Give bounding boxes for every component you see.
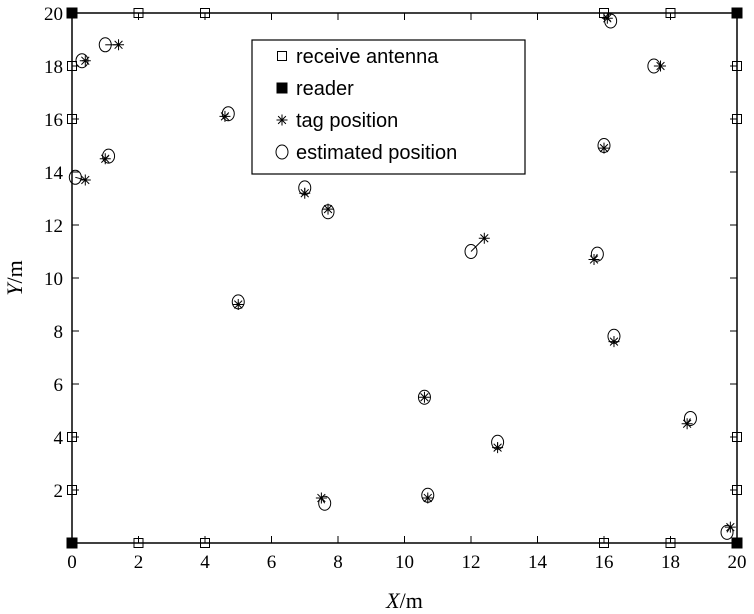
circle-open-point [720, 524, 734, 540]
x-tick-label: 2 [134, 552, 144, 573]
circle-open-point [647, 58, 661, 74]
legend-label: reader [296, 78, 354, 100]
x-tick-label: 20 [728, 552, 747, 573]
circle-open-point [607, 328, 621, 344]
x-tick-label: 12 [462, 552, 481, 573]
circle-open-point [75, 53, 89, 69]
y-tick-label: 10 [44, 269, 63, 290]
asterisk-point [422, 492, 434, 504]
y-axis-label: Y/m [2, 260, 27, 295]
x-axis-unit: /m [400, 588, 423, 613]
x-tick-label: 16 [595, 552, 614, 573]
axis-ticks: 0 2 4 6 8 10 12 14 16 18 20 2 4 6 8 10 12 14 16 18 20 [44, 4, 747, 573]
asterisk-point [655, 60, 667, 72]
x-tick-label: 10 [395, 552, 414, 573]
asterisk-point [79, 55, 91, 67]
circle-open-point [221, 106, 235, 122]
legend-marker [276, 82, 288, 94]
asterisk-point [418, 391, 430, 403]
legend-marker [277, 51, 287, 61]
y-tick-label: 6 [54, 375, 64, 396]
circle-open-point [417, 389, 431, 405]
y-tick-label: 12 [44, 216, 63, 237]
y-tick-label: 14 [44, 163, 64, 184]
circle-open-point [604, 13, 618, 29]
asterisk-point [232, 299, 244, 310]
circle-open-point [68, 169, 82, 185]
asterisk-point [492, 442, 504, 454]
asterisk-point [299, 187, 311, 199]
y-tick-label: 20 [44, 4, 63, 25]
circle-open-point [597, 138, 611, 153]
asterisk-point [322, 203, 334, 215]
circle-open-point [98, 37, 112, 53]
y-axis-var: Y [2, 281, 27, 296]
y-axis-unit: /m [2, 260, 27, 283]
x-tick-label: 4 [200, 552, 210, 573]
y-tick-label: 4 [54, 428, 64, 449]
asterisk-point [79, 174, 91, 186]
x-axis-var: X [385, 588, 401, 613]
y-tick-label: 16 [44, 110, 63, 131]
legend-marker [276, 114, 288, 126]
circle-open-point [298, 180, 312, 196]
asterisk-point [608, 336, 620, 348]
legend-label: tag position [296, 110, 398, 132]
series-circle-open [68, 13, 734, 540]
legend-label: receive antenna [296, 46, 439, 68]
y-tick-label: 2 [54, 481, 64, 502]
asterisk-point [478, 232, 490, 244]
circle-open-point [590, 246, 604, 262]
circle-open-point [231, 294, 245, 310]
circle-open-point [683, 410, 697, 426]
x-tick-label: 0 [67, 552, 77, 573]
circle-open-point [464, 244, 478, 259]
x-tick-label: 8 [333, 552, 343, 573]
asterisk-point [601, 12, 613, 24]
legend-box [251, 39, 526, 175]
legend-marker [275, 144, 289, 160]
y-tick-label: 18 [44, 57, 63, 78]
legend-label: estimated position [296, 142, 457, 164]
x-tick-label: 18 [661, 552, 680, 573]
asterisk-point [99, 153, 111, 165]
asterisk-point [598, 142, 610, 154]
asterisk-point [219, 110, 231, 122]
circle-open-point [318, 495, 332, 511]
circle-open-point [102, 148, 116, 164]
circle-open-point [321, 204, 335, 220]
x-axis-label: X/m [385, 588, 423, 613]
legend: receive antenna reader tag position estimat… [251, 39, 526, 175]
y-tick-label: 8 [54, 322, 64, 343]
circle-open-point [421, 487, 435, 503]
x-tick-label: 14 [528, 552, 548, 573]
x-tick-label: 6 [267, 552, 277, 573]
asterisk-point [113, 39, 125, 51]
circle-open-point [491, 434, 505, 450]
